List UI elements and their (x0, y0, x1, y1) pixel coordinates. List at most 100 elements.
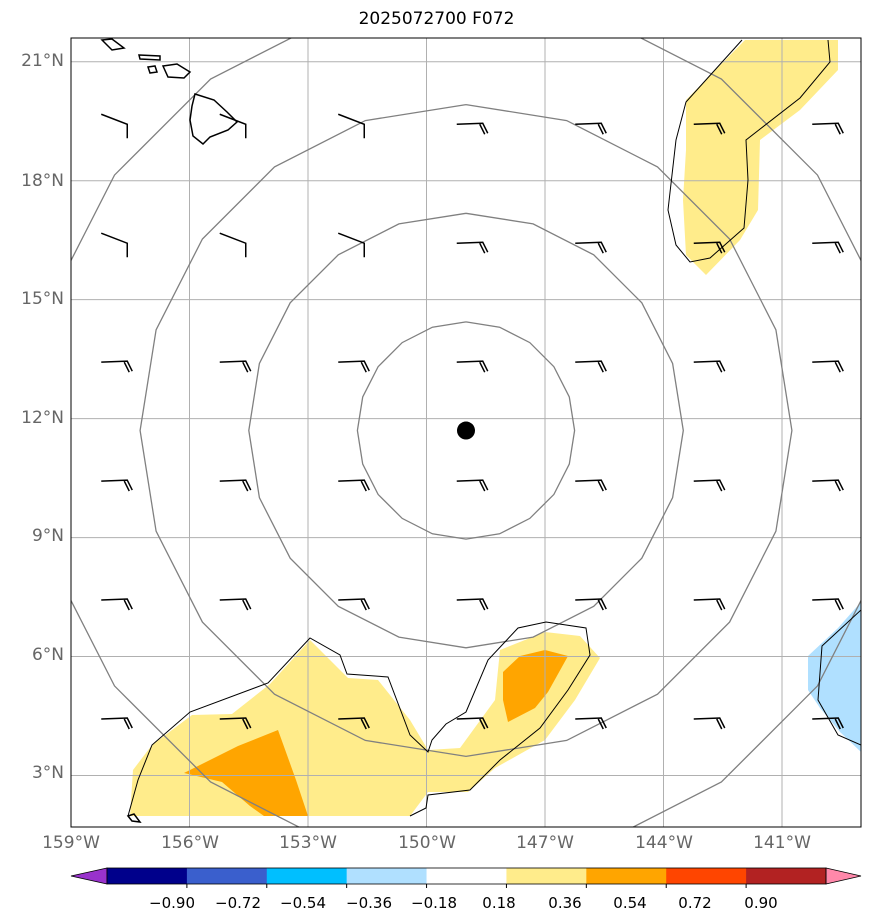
wind-barb (100, 113, 128, 139)
range-ring (71, 38, 861, 827)
wind-barb (456, 479, 489, 492)
colorbar-segment (586, 868, 667, 884)
colorbar-extend-high (825, 867, 862, 885)
colorbar-tick-label: 0.54 (613, 894, 647, 912)
lon-label: 150°W (398, 833, 456, 853)
colorbar-tick-label: 0.18 (482, 894, 516, 912)
lon-label: 141°W (753, 833, 811, 853)
range-ring (139, 103, 793, 758)
colorbar-tick-label: −0.18 (411, 894, 457, 912)
wind-barb (338, 479, 370, 492)
lat-label: 3°N (31, 763, 64, 783)
wind-barb (456, 717, 489, 730)
wind-barb (337, 113, 365, 139)
wind-barb (338, 717, 370, 730)
wind-barb (693, 598, 726, 611)
colorbar-tick-label: 0.36 (548, 894, 582, 912)
wind-barb (693, 479, 726, 492)
contour-outlines (127, 39, 861, 817)
wind-barb (812, 122, 844, 135)
colorbar-tick-label: −0.54 (280, 894, 326, 912)
lat-label: 6°N (31, 645, 64, 665)
wind-barb (812, 360, 844, 373)
wind-barb (812, 837, 843, 848)
storm-center-marker (457, 421, 475, 440)
island-maui (161, 63, 192, 79)
wind-barb (456, 241, 489, 254)
wind-barb (101, 717, 133, 730)
wind-barb (693, 122, 726, 135)
wind-barb (338, 837, 369, 848)
wind-barb (456, 598, 489, 611)
colorbar-segment (266, 868, 348, 884)
colorbar-tick-label: −0.72 (215, 894, 261, 912)
shade-orange-southwest (184, 730, 308, 816)
lon-label: 159°W (42, 833, 100, 853)
wind-barb (457, 837, 488, 848)
wind-barb (575, 598, 607, 611)
colorbar-tick-label: −0.90 (149, 894, 195, 912)
wind-barb (812, 241, 844, 254)
wind-barb (456, 360, 489, 373)
shade-orange-center (503, 650, 568, 722)
wind-barb (338, 360, 370, 373)
wind-barb (219, 598, 252, 611)
graticule (71, 38, 861, 827)
colorbar-outline (106, 867, 827, 885)
range-ring (248, 212, 684, 649)
map-title: 2025072700 F072 (358, 9, 515, 29)
map-frame (70, 37, 862, 828)
lon-label: 153°W (279, 833, 337, 853)
wind-barb (575, 717, 607, 730)
colorbar-tick-label: −0.36 (346, 894, 392, 912)
wind-barb (219, 232, 247, 258)
wind-barb (100, 232, 128, 258)
wind-barb (101, 360, 133, 373)
wind-barb (575, 479, 607, 492)
wind-barb (219, 479, 252, 492)
island-oahu (100, 38, 126, 51)
wind-barb (575, 122, 607, 135)
colorbar-tick-label: 0.72 (678, 894, 712, 912)
island-molokai (138, 54, 161, 61)
colorbar (70, 867, 862, 888)
contour-south (127, 621, 591, 817)
island-lanai (147, 65, 158, 74)
colorbar-segment (666, 868, 747, 884)
colorbar-segment (746, 868, 827, 884)
wind-barb (812, 479, 844, 492)
wind-barb (219, 113, 247, 139)
lon-label: 144°W (635, 833, 693, 853)
lon-label: 147°W (516, 833, 574, 853)
wind-barb (575, 360, 607, 373)
wind-barb (693, 360, 726, 373)
wind-barb (575, 837, 606, 848)
wind-barb (219, 717, 252, 730)
lat-label: 21°N (21, 51, 64, 71)
lon-label: 156°W (161, 833, 219, 853)
lat-label: 15°N (21, 289, 64, 309)
wind-barb (456, 122, 489, 135)
range-rings (71, 38, 861, 827)
lat-label: 18°N (21, 171, 64, 191)
wind-barb (812, 717, 844, 730)
wind-barb (101, 837, 132, 848)
wind-barb (101, 479, 133, 492)
colorbar-extend-low (70, 867, 108, 885)
wind-barb (575, 241, 607, 254)
lat-label: 12°N (21, 408, 64, 428)
colorbar-segment (107, 868, 188, 884)
colorbar-segment (186, 868, 268, 884)
wind-barb (693, 717, 726, 730)
colorbar-segment (346, 868, 428, 884)
wind-barb (219, 360, 252, 373)
wind-barb (338, 598, 370, 611)
map-area (71, 38, 861, 848)
shade-light-blue-east (808, 602, 861, 752)
contour-east (817, 609, 861, 746)
wind-barb (220, 837, 251, 848)
contour-northeast (667, 39, 831, 263)
wind-barb (337, 232, 365, 258)
wind-barb (101, 598, 133, 611)
